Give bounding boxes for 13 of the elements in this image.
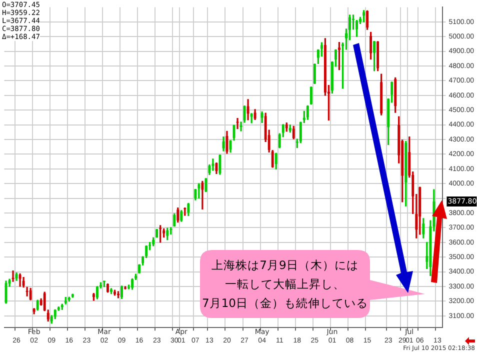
candlestick [352,14,354,30]
candlestick [114,290,116,296]
candlestick [338,42,340,70]
candlestick [212,158,214,171]
candlestick [103,280,106,288]
annotation: 一転して大幅上昇し、 [225,276,345,292]
candlestick [12,270,14,282]
annotation: 7月10日（金）も続伸している [202,294,368,312]
annotation: 上海株は7月9日（木）には [212,256,358,274]
candlestick [124,286,126,290]
candlestick [362,10,366,22]
candlestick [198,183,200,198]
candlestick [201,180,204,210]
